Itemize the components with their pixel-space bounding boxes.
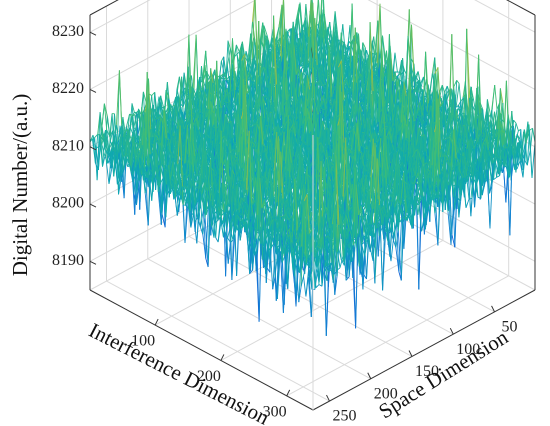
- surface-mesh: [89, 0, 536, 336]
- surface-segment: [286, 43, 291, 70]
- surface-segment: [217, 75, 221, 77]
- surface-segment: [251, 0, 256, 72]
- surface-segment: [265, 40, 270, 71]
- surface-segment: [321, 14, 325, 46]
- surface-segment: [322, 9, 326, 30]
- surface-segment: [295, 4, 300, 20]
- surface-segment: [298, 37, 302, 52]
- surface-segment: [265, 35, 270, 42]
- surface-segment: [301, 54, 305, 63]
- grid-line: [474, 0, 536, 33]
- surface-segment: [318, 68, 323, 76]
- grid-line: [106, 280, 330, 402]
- grid-line: [89, 0, 257, 90]
- axes-edge: [506, 0, 536, 16]
- surface-segment: [248, 63, 252, 68]
- surface-segment: [280, 0, 284, 57]
- surface-segment: [316, 46, 321, 54]
- surface-segment: [307, 0, 312, 64]
- surface-segment: [252, 21, 256, 46]
- surface-segment: [247, 77, 251, 82]
- surface-segment: [287, 28, 291, 32]
- surface-segment: [247, 33, 252, 63]
- grid-line: [89, 0, 151, 33]
- surface-segment: [298, 4, 303, 29]
- surface-segment: [241, 44, 245, 76]
- surface-segment: [340, 32, 345, 80]
- surface-segment: [299, 67, 303, 72]
- surface-segment: [279, 4, 283, 54]
- surface-segment: [343, 60, 348, 73]
- surface-segment: [371, 40, 376, 55]
- surface-segment: [314, 82, 318, 84]
- grid-line: [220, 240, 444, 361]
- surface-segment: [374, 20, 379, 55]
- surface-segment: [252, 0, 255, 22]
- surface-segment: [223, 56, 227, 80]
- surface-segment: [325, 29, 329, 50]
- grid-line: [286, 275, 509, 397]
- surface-segment: [285, 28, 289, 58]
- surface-segment: [297, 14, 301, 34]
- surface-segment: [300, 34, 305, 66]
- surface-segment: [241, 41, 246, 57]
- grid-line: [367, 0, 536, 90]
- surface-segment: [394, 52, 398, 73]
- surface-segment: [346, 50, 351, 60]
- surface-segment: [411, 24, 415, 72]
- surface-segment: [277, 13, 282, 49]
- surface-segment: [305, 36, 310, 68]
- surface-segment: [294, 14, 299, 28]
- surface-segment: [245, 51, 249, 69]
- surface-segment: [118, 70, 123, 127]
- surface-segment: [275, 27, 280, 50]
- surface-segment: [226, 48, 231, 66]
- surface-segment: [254, 0, 258, 65]
- surface-segment: [324, 54, 328, 63]
- surface-segment: [302, 51, 307, 74]
- surface-segment: [362, 42, 366, 48]
- surface-segment: [298, 46, 302, 66]
- surface-segment: [274, 61, 279, 76]
- surface-segment: [327, 30, 332, 50]
- surface-segment: [382, 35, 386, 65]
- surface-segment: [260, 46, 265, 72]
- surface-segment: [366, 50, 370, 60]
- axes-edge: [89, 0, 119, 16]
- surface-segment: [227, 40, 231, 49]
- surface-segment: [235, 59, 240, 82]
- surface-segment: [153, 118, 157, 121]
- surface-segment: [410, 88, 414, 91]
